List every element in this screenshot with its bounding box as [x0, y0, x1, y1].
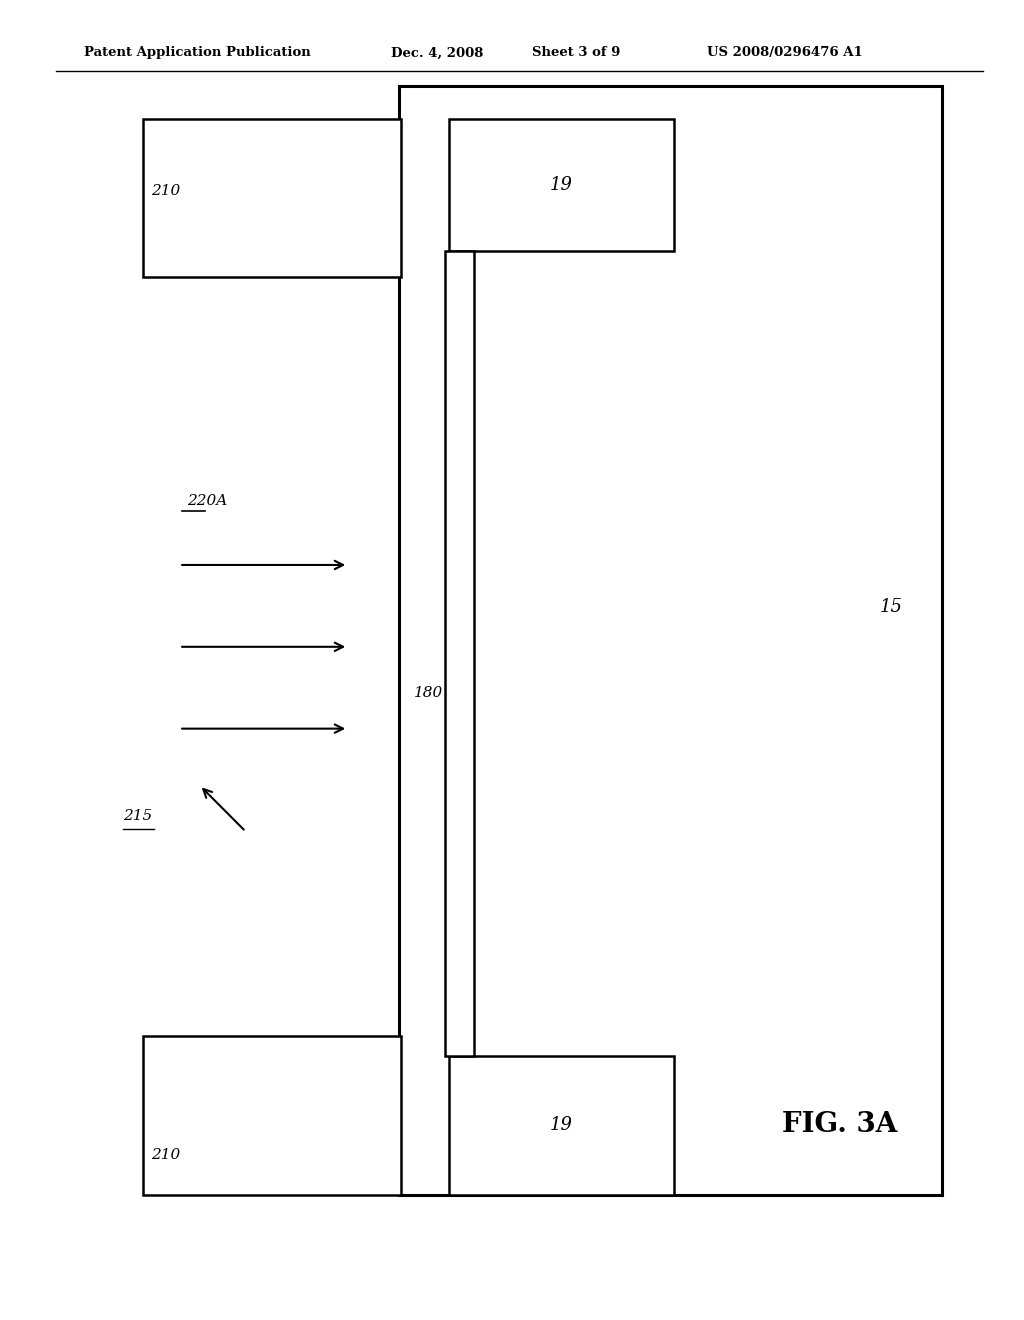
Bar [445, 251, 474, 1056]
Text: 220A: 220A [187, 494, 227, 508]
Text: 15: 15 [880, 598, 902, 616]
Text: 19: 19 [550, 1115, 572, 1134]
Text: FIG. 3A: FIG. 3A [782, 1111, 897, 1138]
Text: 215: 215 [123, 809, 153, 822]
Text: US 2008/0296476 A1: US 2008/0296476 A1 [707, 46, 862, 59]
Text: Patent Application Publication: Patent Application Publication [84, 46, 310, 59]
Bar [143, 119, 401, 277]
Text: 19: 19 [550, 176, 572, 194]
Text: Sheet 3 of 9: Sheet 3 of 9 [532, 46, 621, 59]
Text: Dec. 4, 2008: Dec. 4, 2008 [391, 46, 483, 59]
Text: 180: 180 [415, 686, 443, 700]
Text: 210: 210 [152, 1148, 181, 1162]
Bar [143, 1036, 401, 1195]
Text: 210: 210 [152, 185, 181, 198]
Bar [449, 119, 674, 251]
Bar [449, 1056, 674, 1195]
Bar [399, 86, 942, 1195]
